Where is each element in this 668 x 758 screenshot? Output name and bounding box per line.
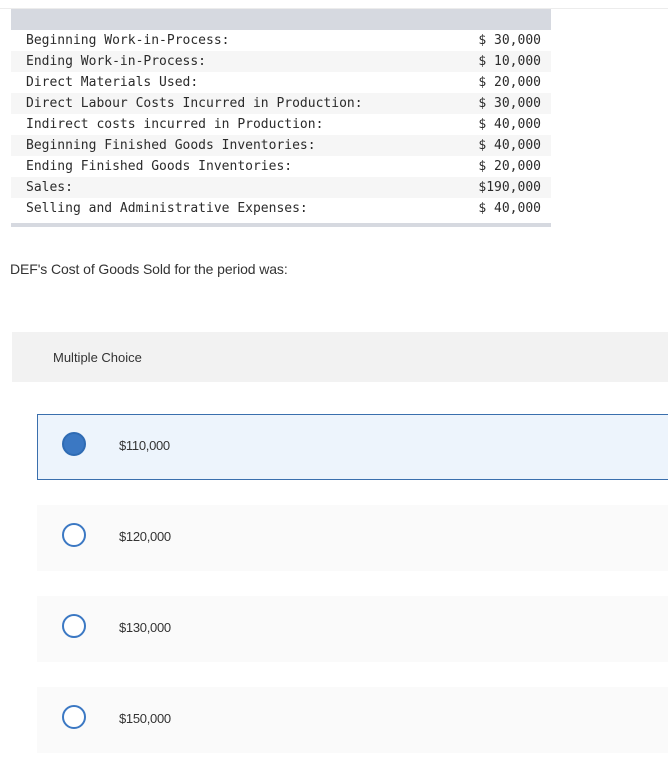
question-text: DEF's Cost of Goods Sold for the period … [10, 261, 288, 277]
choice-text: $110,000 [119, 438, 170, 453]
radio-selected-icon[interactable] [62, 432, 86, 456]
choice-text: $130,000 [119, 620, 171, 635]
table-row: Beginning Finished Goods Inventories: $ … [11, 135, 551, 156]
row-label: Direct Labour Costs Incurred in Producti… [26, 93, 363, 114]
row-label: Ending Finished Goods Inventories: [26, 156, 292, 177]
table-row: Indirect costs incurred in Production: $… [11, 114, 551, 135]
choice-option-4[interactable]: $150,000 [37, 687, 668, 753]
radio-unselected-icon[interactable] [62, 705, 86, 729]
choice-option-1[interactable]: $110,000 [37, 414, 668, 480]
table-row: Selling and Administrative Expenses: $ 4… [11, 198, 551, 219]
row-value: $ 40,000 [478, 198, 541, 219]
row-label: Beginning Finished Goods Inventories: [26, 135, 316, 156]
choice-option-2[interactable]: $120,000 [37, 505, 668, 571]
table-row: Ending Finished Goods Inventories: $ 20,… [11, 156, 551, 177]
radio-unselected-icon[interactable] [62, 614, 86, 638]
table-row: Direct Labour Costs Incurred in Producti… [11, 93, 551, 114]
row-value: $ 10,000 [478, 51, 541, 72]
row-label: Indirect costs incurred in Production: [26, 114, 323, 135]
row-value: $ 30,000 [478, 93, 541, 114]
radio-unselected-icon[interactable] [62, 523, 86, 547]
row-value: $ 30,000 [478, 30, 541, 51]
row-value: $190,000 [478, 177, 541, 198]
table-header [11, 9, 551, 30]
table-row: Direct Materials Used: $ 20,000 [11, 72, 551, 93]
row-label: Beginning Work-in-Process: [26, 30, 230, 51]
table-body: Beginning Work-in-Process: $ 30,000 Endi… [11, 30, 551, 219]
choice-text: $120,000 [119, 529, 171, 544]
table-footer [11, 223, 551, 227]
table-row: Ending Work-in-Process: $ 10,000 [11, 51, 551, 72]
row-label: Sales: [26, 177, 73, 198]
row-label: Selling and Administrative Expenses: [26, 198, 308, 219]
multiple-choice-label: Multiple Choice [53, 350, 142, 365]
multiple-choice-header: Multiple Choice [12, 332, 668, 382]
row-value: $ 20,000 [478, 156, 541, 177]
choice-text: $150,000 [119, 711, 171, 726]
row-label: Direct Materials Used: [26, 72, 198, 93]
row-label: Ending Work-in-Process: [26, 51, 206, 72]
choice-option-3[interactable]: $130,000 [37, 596, 668, 662]
table-row: Sales: $190,000 [11, 177, 551, 198]
table-row: Beginning Work-in-Process: $ 30,000 [11, 30, 551, 51]
row-value: $ 40,000 [478, 114, 541, 135]
row-value: $ 40,000 [478, 135, 541, 156]
row-value: $ 20,000 [478, 72, 541, 93]
data-table: Beginning Work-in-Process: $ 30,000 Endi… [11, 9, 551, 227]
